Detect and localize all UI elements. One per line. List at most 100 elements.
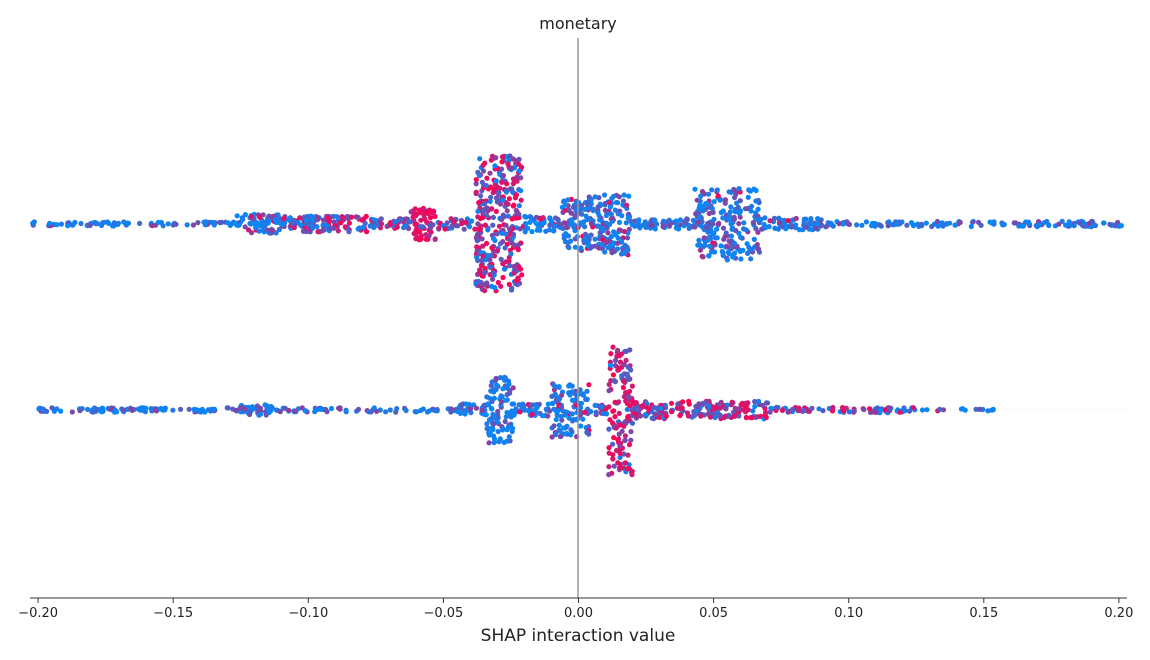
data-point	[281, 215, 287, 222]
data-point	[484, 175, 490, 181]
data-point	[511, 202, 517, 208]
data-point	[652, 217, 658, 223]
data-point	[509, 425, 516, 431]
data-point	[815, 216, 821, 222]
data-point	[426, 233, 432, 239]
data-point	[1071, 223, 1077, 229]
data-point	[618, 351, 625, 357]
data-point	[696, 237, 702, 243]
data-point	[477, 156, 483, 162]
data-point	[725, 249, 731, 255]
data-point	[607, 362, 614, 368]
data-point	[547, 227, 553, 233]
data-point	[412, 409, 418, 415]
data-point	[602, 207, 608, 213]
data-point	[115, 221, 121, 227]
data-point	[462, 411, 468, 417]
data-point	[612, 357, 619, 363]
data-point	[729, 226, 735, 232]
data-point	[564, 225, 570, 231]
data-point	[611, 435, 617, 441]
data-point	[610, 456, 616, 462]
data-point	[475, 214, 481, 220]
data-point	[47, 220, 53, 226]
data-point	[1101, 220, 1107, 226]
data-point	[212, 220, 218, 226]
data-point	[489, 276, 496, 282]
data-point	[724, 257, 731, 263]
data-point	[490, 222, 496, 228]
data-point	[453, 223, 459, 229]
data-point	[322, 407, 328, 413]
data-point	[297, 215, 303, 221]
data-point	[558, 413, 564, 420]
data-point	[512, 195, 519, 201]
data-point	[696, 401, 702, 407]
data-point	[613, 425, 619, 431]
data-point	[550, 400, 556, 406]
data-point	[527, 214, 533, 220]
data-point	[533, 220, 539, 226]
data-point	[749, 203, 755, 209]
data-point	[484, 421, 490, 427]
data-point	[590, 206, 597, 212]
data-point	[685, 413, 692, 419]
data-point	[238, 405, 244, 411]
data-point	[499, 179, 505, 185]
data-point	[217, 219, 223, 226]
data-point	[499, 159, 505, 165]
data-point	[700, 208, 706, 214]
data-point	[170, 407, 176, 413]
data-point	[562, 220, 568, 226]
data-point	[872, 223, 878, 229]
data-point	[499, 394, 505, 400]
data-point	[476, 200, 482, 206]
data-point	[314, 217, 320, 223]
data-point	[793, 225, 799, 231]
data-point	[572, 244, 578, 250]
data-point	[92, 405, 98, 411]
data-point	[196, 408, 202, 414]
data-point	[924, 407, 930, 413]
data-point	[776, 220, 783, 226]
data-point	[256, 228, 262, 234]
data-point	[686, 401, 692, 407]
data-point	[474, 234, 480, 240]
data-point	[493, 231, 499, 237]
data-point	[750, 408, 756, 414]
data-point	[900, 406, 907, 412]
data-point	[743, 415, 750, 421]
data-point	[646, 406, 653, 412]
data-point	[1118, 223, 1124, 229]
data-point	[362, 220, 368, 226]
data-point	[254, 403, 260, 409]
data-point	[479, 407, 485, 413]
data-point	[709, 231, 715, 237]
data-point	[120, 407, 126, 413]
data-point	[606, 404, 612, 410]
data-point	[615, 365, 621, 371]
data-point	[442, 226, 448, 232]
data-point	[497, 375, 504, 381]
data-point	[571, 417, 578, 423]
data-point	[706, 204, 712, 210]
data-point	[755, 246, 762, 252]
data-point	[1044, 218, 1050, 225]
data-point	[714, 226, 720, 232]
data-point	[279, 222, 285, 228]
data-point	[393, 219, 399, 225]
data-point	[602, 249, 608, 255]
data-point	[468, 406, 474, 412]
data-point	[478, 280, 484, 286]
data-point	[736, 186, 742, 192]
data-point	[714, 187, 720, 193]
data-point	[491, 439, 497, 446]
data-point	[275, 212, 281, 218]
data-point	[629, 420, 636, 426]
data-point	[651, 404, 657, 411]
data-point	[506, 381, 512, 387]
data-point	[257, 411, 264, 417]
data-point	[754, 242, 760, 248]
data-point	[557, 428, 563, 434]
